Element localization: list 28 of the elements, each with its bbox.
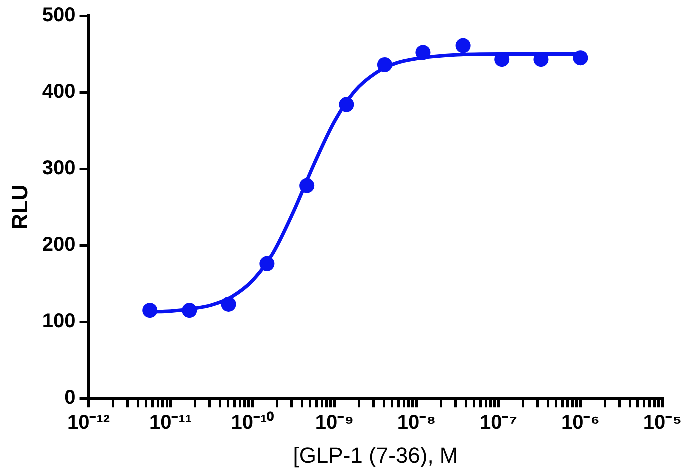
x-tick-label: 10⁻¹⁰ — [231, 411, 274, 434]
point — [300, 178, 315, 194]
point — [377, 57, 392, 72]
y-tick-label: 200 — [42, 234, 76, 256]
x-tick-label: 10⁻¹¹ — [149, 412, 192, 434]
y-tick-label: 100 — [42, 310, 76, 333]
y-tick-label: 500 — [42, 4, 76, 27]
x-tick-label: 10⁻⁸ — [397, 412, 436, 434]
point — [573, 50, 588, 66]
x-tick-label: 10⁻⁶ — [561, 412, 600, 434]
point — [260, 256, 275, 272]
point — [221, 296, 236, 312]
point — [182, 303, 198, 318]
point — [456, 38, 471, 54]
point — [534, 52, 549, 68]
x-tick-label: 10⁻¹² — [67, 412, 110, 434]
x-tick-label: 10⁻⁹ — [315, 412, 354, 434]
x-axis-title: [GLP-1 (7-36), M — [293, 442, 458, 468]
point — [416, 45, 431, 60]
x-tick-label: 10⁻⁷ — [480, 412, 518, 434]
y-tick-label: 400 — [42, 81, 76, 104]
x-tick-label: 10⁻⁵ — [643, 412, 682, 434]
y-tick-label: 300 — [42, 158, 76, 180]
point — [494, 52, 510, 68]
y-tick-label: 0 — [64, 387, 76, 410]
point — [142, 303, 158, 318]
point — [339, 97, 354, 112]
y-axis-title: RLU — [7, 184, 32, 230]
